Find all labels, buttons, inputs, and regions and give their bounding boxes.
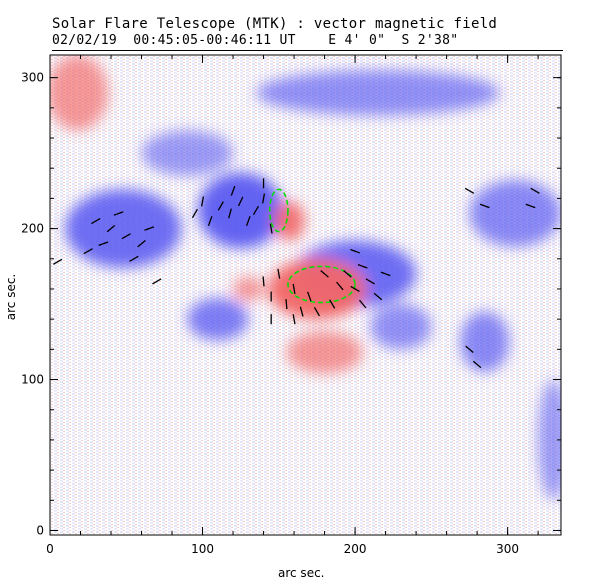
field-vector (245, 216, 251, 226)
field-vector (306, 291, 312, 302)
neutral-line-contour (287, 265, 356, 304)
y-tick-label: 0 (36, 523, 44, 537)
field-vector (230, 185, 236, 196)
field-vector (144, 226, 155, 231)
field-vector (252, 205, 259, 216)
field-vector (277, 268, 281, 279)
plot-subtitle: 02/02/19 00:45:05-00:46:11 UT E 4' 0" S … (52, 33, 459, 48)
field-vector (285, 299, 288, 310)
x-tick-label: 0 (46, 542, 54, 556)
field-vector (237, 196, 244, 207)
field-vector (464, 187, 475, 194)
neutral-line-contour (268, 188, 289, 233)
y-axis-label: arc sec. (4, 273, 19, 321)
field-vector (217, 201, 224, 211)
field-vector (152, 278, 162, 285)
field-vector (292, 283, 296, 294)
field-vector (98, 241, 109, 247)
field-vector (52, 258, 63, 265)
field-vector (525, 203, 536, 209)
y-tick-label: 200 (21, 222, 44, 236)
field-vector (343, 270, 352, 278)
field-vector (113, 211, 124, 216)
x-tick-label: 200 (344, 542, 367, 556)
field-vector (373, 292, 383, 301)
x-tick-label: 100 (191, 542, 214, 556)
plot-title: Solar Flare Telescope (MTK) : vector mag… (52, 16, 498, 32)
title-underline (52, 50, 563, 51)
field-vector (350, 248, 360, 254)
field-vector (83, 248, 93, 255)
field-vector (129, 255, 139, 262)
field-vector (262, 193, 266, 204)
field-vector (336, 281, 344, 291)
field-vector (320, 270, 329, 278)
field-vector (479, 203, 490, 209)
field-vector (465, 345, 474, 354)
plot-frame (49, 54, 562, 536)
field-vector (380, 271, 391, 277)
x-axis-label: arc sec. (278, 566, 325, 580)
x-tick-label: 300 (496, 542, 519, 556)
field-vector (201, 196, 205, 207)
field-vector (91, 217, 101, 225)
field-vector (207, 216, 213, 226)
y-tick-label: 100 (21, 373, 44, 387)
field-vector (292, 314, 296, 325)
field-vector (137, 239, 146, 248)
field-vector (329, 299, 336, 309)
field-vector (358, 299, 367, 309)
field-vector (357, 263, 368, 269)
hatch-overlay (50, 55, 561, 535)
field-vector (365, 278, 375, 285)
field-vector (121, 233, 131, 240)
field-vector (191, 208, 198, 219)
y-tick-label: 300 (21, 71, 44, 85)
field-vector (262, 276, 265, 287)
field-vector (228, 208, 232, 219)
field-vector (530, 187, 540, 194)
field-vector (299, 306, 304, 317)
field-vector (472, 360, 482, 369)
field-vector (106, 224, 116, 233)
field-vector (269, 223, 273, 234)
field-vector (350, 285, 360, 293)
field-vector (313, 306, 321, 317)
